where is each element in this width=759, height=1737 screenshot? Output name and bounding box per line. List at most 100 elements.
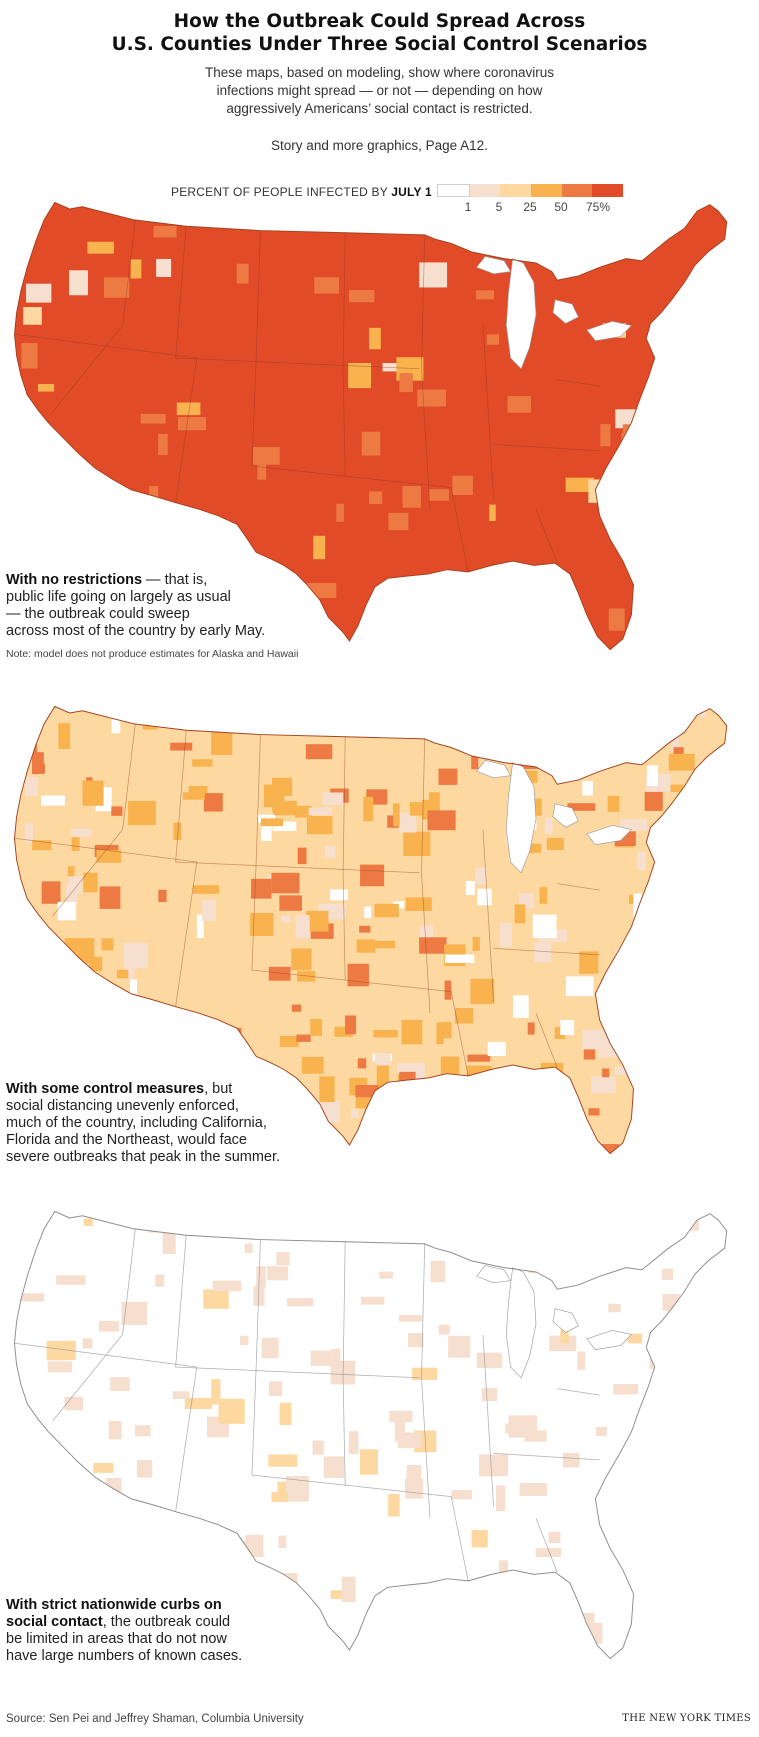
county-cluster: [297, 847, 307, 865]
county-cluster: [665, 850, 690, 867]
county-cluster: [23, 307, 42, 325]
county-cluster: [619, 819, 648, 831]
county-cluster: [360, 1296, 385, 1305]
county-cluster: [26, 980, 39, 990]
great-lake: [476, 760, 512, 779]
county-cluster: [349, 290, 375, 303]
county-cluster: [272, 821, 297, 832]
state-border: [450, 1496, 469, 1581]
state-border: [342, 872, 346, 981]
county-cluster: [486, 334, 500, 345]
county-cluster: [350, 1108, 359, 1118]
county-cluster: [516, 1079, 534, 1103]
county-cluster: [633, 893, 643, 919]
state-border: [251, 969, 452, 992]
county-cluster: [310, 1100, 340, 1123]
county-cluster: [158, 434, 168, 456]
legend-title-date: JULY 1: [391, 185, 432, 199]
county-cluster: [211, 1379, 221, 1405]
county-cluster: [156, 258, 172, 277]
county-cluster: [532, 914, 557, 938]
state-border: [493, 948, 600, 956]
legend-tick-1: 1: [464, 200, 472, 214]
county-cluster: [689, 873, 716, 890]
county-cluster: [236, 263, 249, 284]
county-cluster: [313, 535, 326, 560]
county-cluster: [108, 1027, 137, 1053]
county-cluster: [664, 376, 680, 387]
county-cluster: [403, 831, 431, 857]
map-strict-curbs: [14, 1210, 728, 1660]
county-cluster: [374, 1054, 391, 1066]
county-cluster: [280, 915, 291, 923]
county-cluster: [469, 1088, 495, 1106]
county-cluster: [647, 765, 658, 786]
county-cluster: [121, 1301, 148, 1325]
county-cluster: [142, 1061, 155, 1077]
county-cluster: [408, 1333, 424, 1348]
county-cluster: [481, 1387, 498, 1402]
county-cluster: [582, 1029, 611, 1050]
county-cluster: [393, 803, 400, 827]
county-cluster: [142, 1506, 163, 1528]
legend-swatch-0: [437, 184, 470, 197]
county-cluster: [489, 504, 496, 521]
county-cluster: [637, 851, 646, 870]
county-cluster: [615, 948, 625, 973]
source-credit: Source: Sen Pei and Jeffrey Shaman, Colu…: [6, 1713, 304, 1725]
county-cluster: [493, 1127, 501, 1147]
county-cluster: [527, 1022, 535, 1035]
county-cluster: [565, 477, 594, 493]
state-border: [557, 379, 600, 387]
county-cluster: [476, 1352, 503, 1369]
county-cluster: [257, 459, 267, 480]
county-cluster: [465, 881, 475, 896]
county-cluster: [405, 1478, 424, 1499]
county-cluster: [430, 1260, 446, 1283]
county-cluster: [142, 713, 158, 730]
county-cluster: [269, 1381, 283, 1397]
county-cluster: [548, 1531, 561, 1544]
county-cluster: [719, 748, 727, 764]
county-cluster: [87, 241, 114, 254]
county-cluster: [565, 976, 594, 997]
county-cluster: [644, 596, 668, 607]
county-cluster: [582, 781, 593, 796]
county-cluster: [261, 818, 272, 841]
caption-3-bold-a: With strict nationwide curbs on: [6, 1597, 222, 1613]
county-cluster: [688, 1061, 710, 1086]
county-cluster: [322, 792, 344, 806]
county-cluster: [704, 1637, 717, 1659]
county-cluster: [23, 998, 37, 1010]
county-cluster: [405, 897, 432, 911]
county-cluster: [104, 277, 130, 298]
county-cluster: [64, 938, 95, 964]
county-cluster: [627, 1333, 643, 1344]
county-cluster: [136, 1460, 153, 1478]
county-cluster: [279, 895, 302, 911]
county-cluster: [306, 815, 333, 835]
county-cluster: [260, 1071, 270, 1080]
county-cluster: [135, 1425, 151, 1437]
county-cluster: [158, 1024, 187, 1046]
county-cluster: [642, 981, 667, 992]
county-cluster: [719, 1567, 727, 1594]
county-cluster: [459, 1089, 483, 1106]
county-cluster: [305, 744, 333, 760]
great-lake: [506, 1267, 537, 1379]
county-cluster: [665, 364, 674, 376]
county-cluster: [661, 1268, 674, 1280]
county-cluster: [588, 479, 611, 503]
county-cluster: [40, 795, 65, 806]
legend-swatch-5: [592, 184, 624, 197]
caption-1-text-b: public life going on largely as usual: [6, 589, 231, 605]
county-cluster: [701, 1523, 710, 1532]
county-cluster: [295, 914, 310, 939]
subtitle-line-2: infections might spread — or not — depen…: [216, 83, 543, 98]
great-lake: [586, 824, 633, 846]
page-title: How the Outbreak Could Spread Across U.S…: [0, 10, 759, 56]
county-cluster: [661, 1349, 670, 1370]
county-cluster: [355, 1085, 379, 1098]
county-cluster: [671, 735, 680, 751]
county-cluster: [624, 1472, 635, 1492]
